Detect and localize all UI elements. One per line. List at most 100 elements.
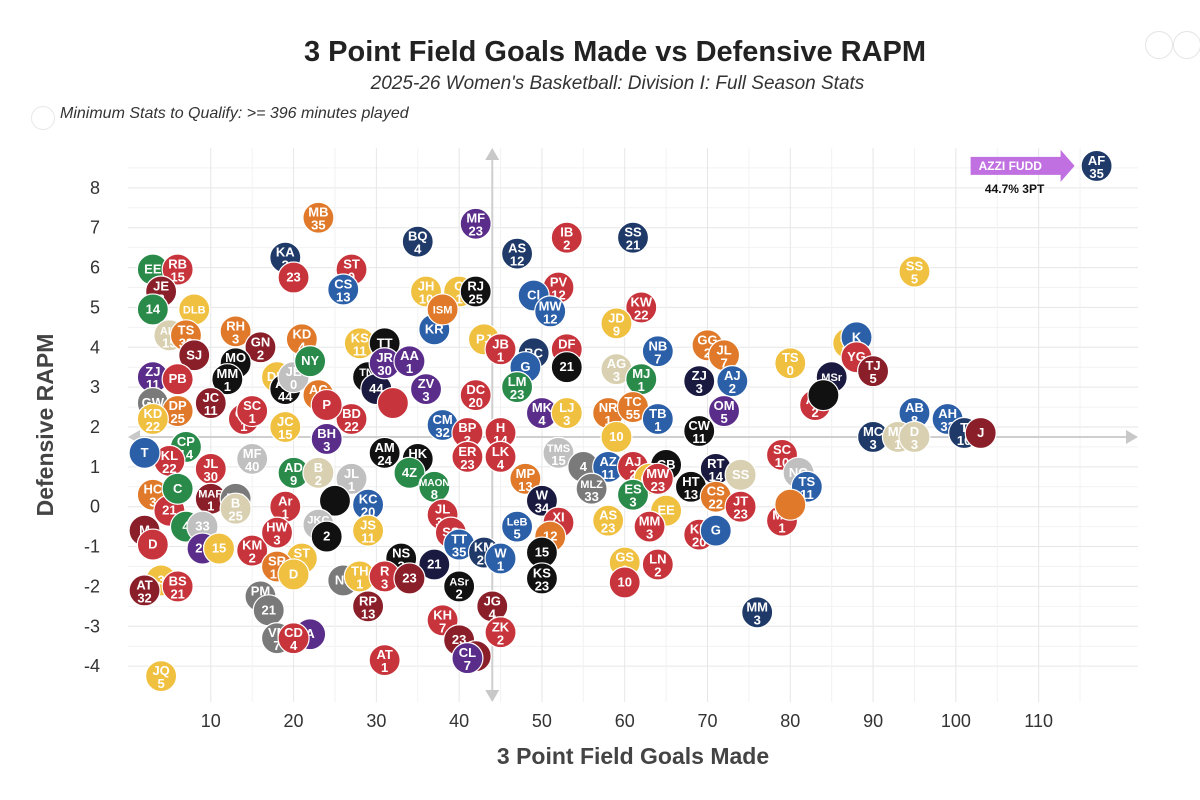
player-point[interactable]: 23 [393, 562, 426, 595]
player-point[interactable]: GN2 [244, 331, 277, 364]
player-point[interactable]: LN2 [641, 548, 674, 581]
player-point[interactable]: P [310, 388, 343, 422]
player-marker[interactable] [724, 458, 757, 491]
player-marker[interactable] [716, 365, 749, 398]
player-marker[interactable] [550, 351, 583, 384]
player-marker[interactable] [202, 532, 236, 565]
player-point[interactable]: AA1 [393, 345, 426, 378]
player-point[interactable]: JB1 [484, 333, 517, 366]
player-marker[interactable] [368, 644, 401, 677]
player-point[interactable]: G [699, 514, 732, 547]
player-marker[interactable] [683, 365, 716, 398]
player-marker[interactable] [393, 456, 426, 489]
player-point[interactable]: ZV3 [409, 373, 443, 406]
player-marker[interactable] [707, 394, 741, 428]
player-marker[interactable] [318, 484, 352, 517]
player-marker[interactable] [774, 347, 807, 380]
player-marker[interactable] [774, 488, 807, 521]
player-point[interactable]: 14 [136, 293, 169, 326]
player-point[interactable]: KM2 [236, 534, 269, 567]
player-point[interactable]: J [964, 416, 997, 450]
player-marker[interactable] [376, 386, 410, 420]
player-point[interactable]: NY [294, 345, 327, 378]
player-point[interactable]: ZJ3 [683, 365, 716, 398]
player-marker[interactable] [451, 642, 484, 675]
player-marker[interactable] [161, 570, 194, 603]
player-marker[interactable] [509, 462, 542, 495]
player-point[interactable] [807, 379, 840, 412]
player-marker[interactable] [302, 201, 335, 234]
player-point[interactable]: JL7 [707, 339, 741, 372]
player-marker[interactable] [310, 520, 343, 553]
player-marker[interactable] [575, 472, 608, 505]
player-marker[interactable] [451, 440, 484, 473]
player-marker[interactable] [534, 295, 567, 328]
player-marker[interactable] [898, 255, 931, 288]
player-marker[interactable] [327, 273, 360, 306]
player-marker[interactable] [194, 386, 227, 420]
player-marker[interactable] [484, 542, 517, 575]
player-marker[interactable] [641, 548, 674, 581]
player-marker[interactable] [500, 510, 534, 543]
player-point[interactable]: LK4 [484, 440, 517, 473]
corner-circle-icon[interactable] [1173, 31, 1200, 59]
player-point[interactable]: C [161, 472, 194, 505]
player-point[interactable]: AD9 [277, 456, 310, 489]
player-marker[interactable] [409, 373, 443, 406]
player-marker[interactable] [236, 534, 269, 567]
player-marker[interactable] [219, 315, 252, 348]
player-marker[interactable] [145, 659, 178, 693]
player-point[interactable]: ZK2 [484, 616, 517, 649]
player-marker[interactable] [161, 253, 194, 286]
player-point[interactable]: 10 [600, 420, 633, 454]
player-marker[interactable] [294, 345, 327, 378]
player-marker[interactable] [608, 566, 641, 599]
player-point[interactable]: B2 [302, 456, 335, 489]
player-point[interactable]: OM5 [707, 394, 741, 428]
player-point[interactable]: SS5 [898, 255, 931, 288]
player-marker[interactable] [136, 528, 169, 561]
player-point[interactable]: 23 [277, 261, 310, 294]
player-point[interactable]: MM3 [741, 596, 774, 629]
player-marker[interactable] [244, 331, 277, 364]
player-marker[interactable] [310, 388, 343, 422]
player-marker[interactable] [393, 345, 426, 378]
player-marker[interactable] [592, 504, 625, 537]
player-point[interactable]: HW3 [260, 516, 294, 549]
player-point[interactable]: D [277, 558, 310, 591]
player-point[interactable]: ES3 [616, 478, 650, 511]
player-marker[interactable] [161, 363, 194, 396]
player-point[interactable]: W1 [484, 542, 517, 575]
player-marker[interactable] [500, 237, 534, 270]
player-marker[interactable] [236, 394, 269, 428]
player-marker[interactable] [310, 422, 343, 456]
player-marker[interactable] [600, 420, 633, 454]
player-marker[interactable] [898, 420, 931, 454]
player-marker[interactable] [500, 371, 534, 404]
player-point[interactable]: ISM [426, 293, 459, 326]
player-point[interactable]: MJ1 [625, 363, 658, 396]
